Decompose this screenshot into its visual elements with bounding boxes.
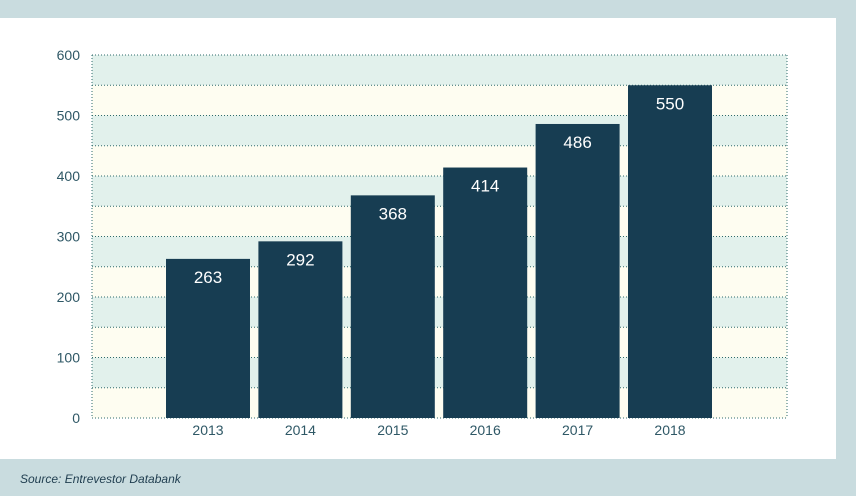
x-tick-label-2015: 2015 [377,422,408,438]
bar-chart: 0 100 200 300 400 500 600 263 292 368 414 486 550 2… [57,47,788,438]
data-labels: 263 292 368 414 486 550 [194,94,684,287]
y-tick-label: 600 [57,47,81,63]
data-label-2016: 414 [471,177,499,196]
x-axis: 2013 2014 2015 2016 2017 2018 [192,422,685,438]
bar-2016 [443,167,528,418]
y-tick-label: 200 [57,289,81,305]
data-label-2014: 292 [286,250,314,269]
chart-card: 0 100 200 300 400 500 600 263 292 368 414 486 550 2… [0,18,836,459]
data-label-2017: 486 [563,133,591,152]
x-tick-label-2014: 2014 [285,422,316,438]
data-label-2018: 550 [656,94,684,113]
y-tick-label: 400 [57,168,81,184]
bars [166,85,712,418]
x-tick-label-2013: 2013 [192,422,223,438]
x-tick-label-2017: 2017 [562,422,593,438]
data-label-2015: 368 [379,204,407,223]
background-band [92,55,787,86]
bar-2014 [258,241,343,418]
source-note: Source: Entrevestor Databank [20,472,181,486]
bar-2013 [166,258,250,418]
x-tick-label-2018: 2018 [654,422,685,438]
bar-2015 [350,195,435,418]
y-axis: 0 100 200 300 400 500 600 [57,47,81,426]
y-tick-label: 100 [57,350,81,366]
bar-2018 [628,85,712,418]
x-tick-label-2016: 2016 [470,422,501,438]
y-tick-label: 300 [57,229,81,245]
y-tick-label: 500 [57,108,81,124]
bar-2017 [535,123,620,418]
data-label-2013: 263 [194,268,222,287]
y-tick-label: 0 [72,410,80,426]
